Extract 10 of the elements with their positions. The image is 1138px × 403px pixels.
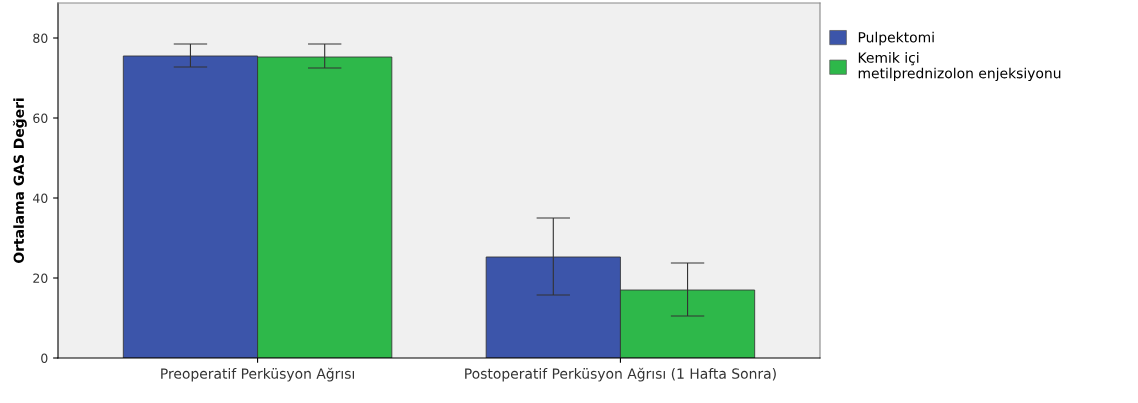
- legend-label: Kemik içi metilprednizolon enjeksiyonu: [858, 52, 1061, 82]
- x-tick-label: Postoperatif Perküsyon Ağrısı (1 Hafta Sonra): [465, 367, 776, 382]
- y-tick-label: 40: [32, 193, 48, 203]
- y-tick-label: 80: [33, 33, 48, 43]
- x-tick-label: Preoperatif Perküsyon Ağrısı: [161, 367, 354, 382]
- y-tick-label: 20: [33, 273, 48, 283]
- y-tick-label: 60: [33, 113, 48, 123]
- y-axis-title: Ortalama GAS Değeri: [12, 98, 27, 263]
- y-tick-label: 0: [41, 353, 48, 363]
- legend-label: Pulpektomi: [858, 31, 934, 46]
